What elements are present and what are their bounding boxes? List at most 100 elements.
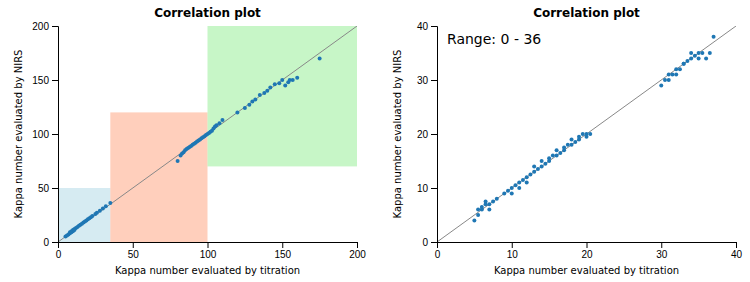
- axis-line: [438, 243, 737, 249]
- tick-label: 150: [274, 249, 291, 260]
- tick-mark: [133, 242, 134, 248]
- identity-line: [58, 26, 357, 242]
- tick: 40: [417, 21, 437, 32]
- point: [495, 197, 499, 201]
- point: [484, 200, 488, 204]
- point: [277, 81, 281, 85]
- point: [562, 146, 566, 150]
- tick: 0: [56, 242, 62, 260]
- point: [712, 35, 716, 39]
- tick: 0: [435, 242, 441, 260]
- tick-label: 30: [417, 75, 429, 86]
- x-axis: 0 50 100 150 200: [56, 242, 367, 260]
- point: [253, 97, 257, 101]
- region: [208, 26, 358, 166]
- point: [528, 173, 532, 177]
- point: [517, 186, 521, 190]
- tick-mark: [52, 134, 58, 135]
- tick-label: 40: [731, 249, 743, 260]
- tick-mark: [431, 26, 437, 27]
- point: [570, 143, 574, 147]
- tick: 200: [32, 21, 58, 32]
- point: [532, 164, 536, 168]
- point: [480, 205, 484, 209]
- tick-mark: [52, 188, 58, 189]
- panel: 010203040010203040Correlation plotKappa …: [392, 6, 742, 276]
- point: [491, 200, 495, 204]
- point: [700, 51, 704, 55]
- point: [570, 137, 574, 141]
- axis-line: [59, 243, 358, 249]
- point: [521, 178, 525, 182]
- tick-label: 150: [32, 75, 49, 86]
- point: [525, 181, 529, 185]
- tick: 0: [43, 237, 58, 248]
- point: [588, 132, 592, 136]
- point: [682, 62, 686, 66]
- tick-label: 0: [435, 249, 441, 260]
- x-label: Kappa number evaluated by titration: [115, 265, 300, 276]
- tick-label: 50: [128, 249, 140, 260]
- point: [108, 201, 112, 205]
- point: [566, 143, 570, 147]
- point: [295, 76, 299, 80]
- y-label: Kappa number evaluated by NIRS: [392, 50, 403, 219]
- annotation: Range: 0 - 36: [447, 31, 541, 47]
- tick-mark: [512, 242, 513, 248]
- tick-label: 20: [581, 249, 593, 260]
- point: [517, 181, 521, 185]
- y-axis: 0 50 100 150 200: [32, 21, 58, 248]
- point: [513, 183, 517, 187]
- tick-mark: [431, 188, 437, 189]
- point: [663, 78, 667, 82]
- tick-mark: [587, 242, 588, 248]
- point: [551, 154, 555, 158]
- tick: 100: [32, 129, 58, 140]
- tick: 10: [507, 242, 519, 260]
- tick-mark: [208, 242, 209, 248]
- point: [487, 208, 491, 212]
- tick-label: 40: [417, 21, 429, 32]
- tick-label: 20: [417, 129, 429, 140]
- point: [235, 110, 239, 114]
- tick: 30: [417, 75, 437, 86]
- tick: 200: [349, 242, 366, 260]
- point: [532, 170, 536, 174]
- point: [697, 56, 701, 60]
- point: [510, 186, 514, 190]
- tick-label: 0: [422, 237, 428, 248]
- point: [585, 135, 589, 139]
- y-axis: 0 10 20 30 40: [417, 21, 438, 248]
- tick: 10: [417, 183, 437, 194]
- tick: 20: [581, 242, 593, 260]
- tick: 100: [200, 242, 217, 260]
- tick-mark: [52, 242, 58, 243]
- point: [525, 175, 529, 179]
- point: [689, 51, 693, 55]
- point: [708, 51, 712, 55]
- point: [220, 118, 224, 122]
- point: [693, 54, 697, 58]
- x-axis: 0 10 20 30 40: [435, 242, 743, 260]
- region: [58, 188, 110, 242]
- title: Correlation plot: [154, 6, 261, 20]
- tick-label: 100: [32, 129, 49, 140]
- tick-mark: [736, 242, 737, 248]
- tick: 30: [656, 242, 668, 260]
- point: [540, 159, 544, 163]
- point: [577, 135, 581, 139]
- axis-line: [52, 27, 59, 243]
- tick: 50: [128, 242, 140, 260]
- tick-label: 50: [38, 183, 50, 194]
- region: [110, 112, 207, 242]
- tick-label: 0: [56, 249, 62, 260]
- point: [243, 106, 247, 110]
- point: [280, 78, 284, 82]
- point: [558, 151, 562, 155]
- tick: 20: [417, 129, 437, 140]
- point: [581, 132, 585, 136]
- point: [536, 167, 540, 171]
- tick: 50: [38, 183, 58, 194]
- point: [689, 56, 693, 60]
- panel: 0 50 100 150 200 0 50 100 150 200 Correlation plot…: [13, 6, 366, 276]
